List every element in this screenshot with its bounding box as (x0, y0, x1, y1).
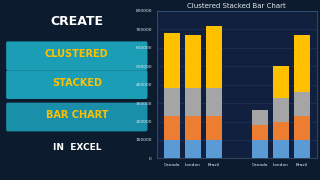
Bar (293, 35, 309, 92)
Bar (206, 26, 222, 88)
Bar (185, 88, 201, 116)
Bar (206, 116, 222, 140)
Text: IN  EXCEL: IN EXCEL (52, 143, 101, 152)
Bar (273, 140, 289, 158)
Bar (164, 116, 180, 140)
Bar (293, 92, 309, 116)
Bar (164, 140, 180, 158)
Bar (273, 122, 289, 140)
Title: Clustered Stacked Bar Chart: Clustered Stacked Bar Chart (188, 3, 286, 9)
FancyBboxPatch shape (6, 103, 148, 131)
Text: STACKED: STACKED (52, 78, 102, 88)
Bar (273, 66, 289, 98)
Bar (293, 140, 309, 158)
Text: CREATE: CREATE (50, 15, 103, 28)
Bar (252, 140, 268, 158)
Bar (206, 88, 222, 116)
Bar (185, 140, 201, 158)
FancyBboxPatch shape (6, 70, 148, 99)
Bar (273, 98, 289, 122)
Bar (252, 110, 268, 125)
Text: BAR CHART: BAR CHART (45, 110, 108, 120)
Bar (185, 116, 201, 140)
Bar (185, 35, 201, 88)
Text: CLUSTERED: CLUSTERED (45, 49, 108, 59)
Bar (252, 125, 268, 140)
Bar (206, 140, 222, 158)
FancyBboxPatch shape (6, 41, 148, 70)
Bar (164, 88, 180, 116)
Bar (164, 33, 180, 88)
Bar (293, 116, 309, 140)
